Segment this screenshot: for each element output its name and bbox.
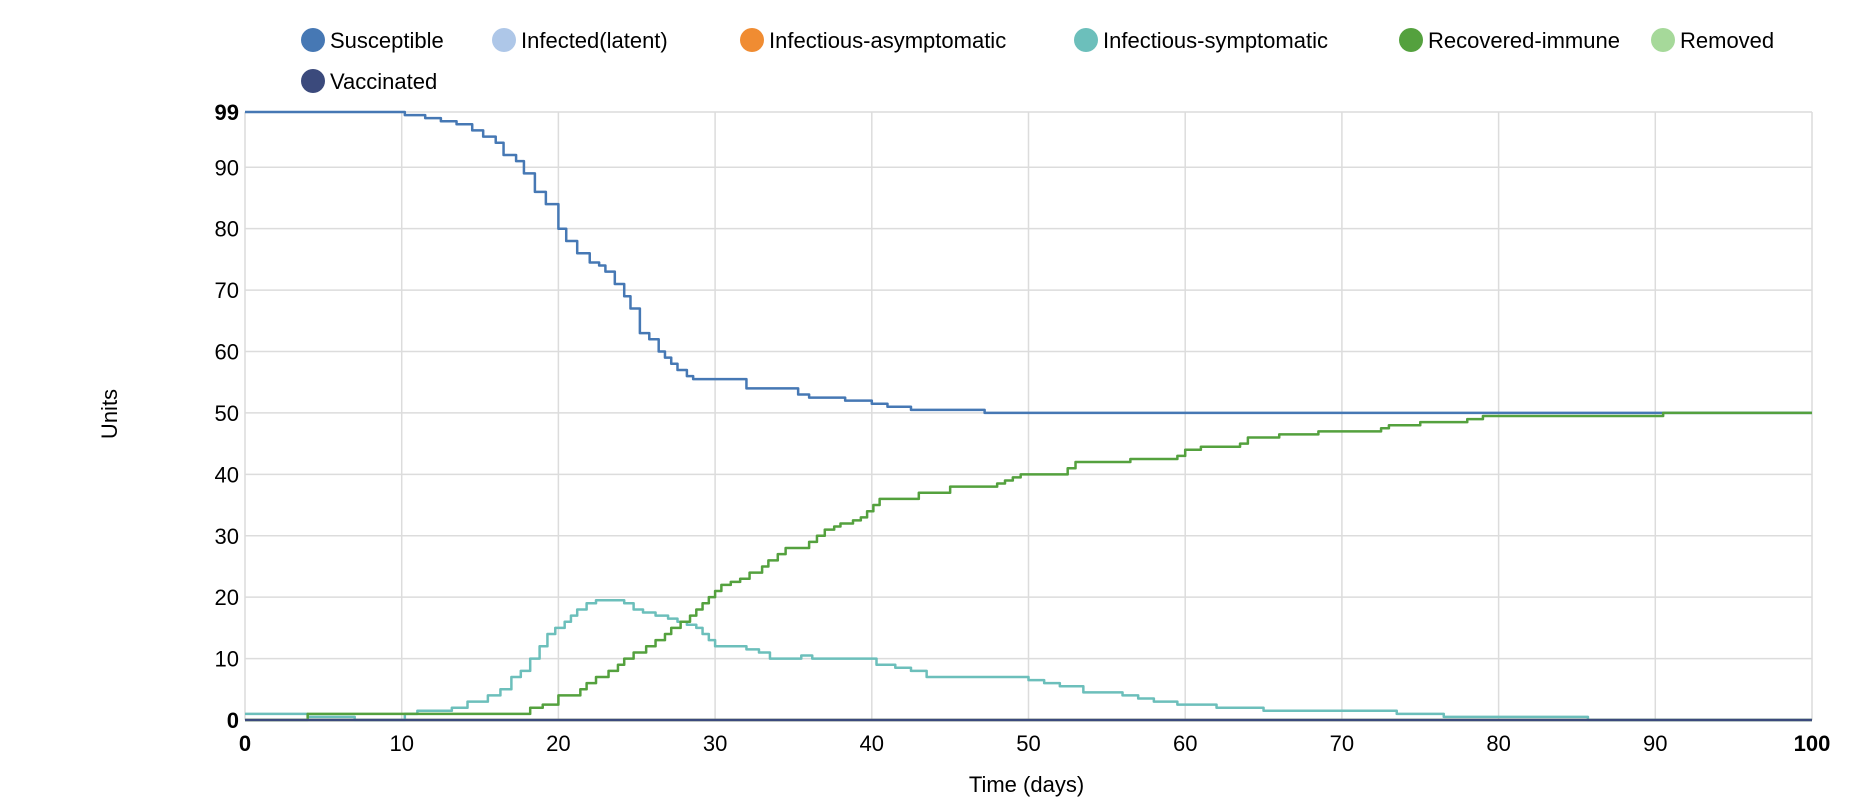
x-tick-label: 60 — [1173, 731, 1197, 756]
y-tick-label: 99 — [215, 100, 239, 125]
x-tick-label: 0 — [239, 731, 251, 756]
legend-label: Removed — [1680, 28, 1774, 53]
y-tick-label: 40 — [215, 462, 239, 487]
legend-item-recovered-immune[interactable]: Recovered-immune — [1399, 28, 1620, 53]
x-tick-label: 30 — [703, 731, 727, 756]
legend-swatch-icon — [301, 28, 325, 52]
x-tick-label: 10 — [389, 731, 413, 756]
series-line-infectious-symptomatic — [245, 598, 1812, 722]
legend-swatch-icon — [740, 28, 764, 52]
y-axis-title: Units — [97, 389, 122, 439]
legend: Susceptible Infected(latent) Infectious-as… — [301, 28, 1774, 94]
x-axis-title: Time (days) — [969, 772, 1084, 797]
x-tick-label: 70 — [1330, 731, 1354, 756]
axes: 0 10 20 30 40 50 60 70 80 90 100 0 10 20 30 40 50 60 70 80 9… — [97, 100, 1830, 797]
x-tick-label: 20 — [546, 731, 570, 756]
legend-item-vaccinated[interactable]: Vaccinated — [301, 69, 437, 94]
legend-label: Susceptible — [330, 28, 444, 53]
legend-item-infectious-symptomatic[interactable]: Infectious-symptomatic — [1074, 28, 1328, 53]
legend-label: Infectious-asymptomatic — [769, 28, 1006, 53]
series-line-recovered-immune — [245, 411, 1812, 722]
x-tick-label: 80 — [1486, 731, 1510, 756]
legend-swatch-icon — [1651, 28, 1675, 52]
legend-swatch-icon — [1074, 28, 1098, 52]
legend-item-infectious-asymptomatic[interactable]: Infectious-asymptomatic — [740, 28, 1006, 53]
legend-label: Recovered-immune — [1428, 28, 1620, 53]
y-tick-label: 70 — [215, 278, 239, 303]
series-line-susceptible — [245, 110, 1812, 415]
legend-item-removed[interactable]: Removed — [1651, 28, 1774, 53]
y-tick-label: 80 — [215, 217, 239, 242]
legend-item-susceptible[interactable]: Susceptible — [301, 28, 444, 53]
y-tick-label: 20 — [215, 585, 239, 610]
y-tick-label: 0 — [227, 708, 239, 733]
legend-label: Infected(latent) — [521, 28, 668, 53]
x-tick-label: 50 — [1016, 731, 1040, 756]
x-tick-label: 90 — [1643, 731, 1667, 756]
x-tick-label: 100 — [1794, 731, 1831, 756]
x-tick-label: 40 — [860, 731, 884, 756]
y-tick-label: 30 — [215, 524, 239, 549]
legend-item-infected-latent[interactable]: Infected(latent) — [492, 28, 668, 53]
legend-label: Infectious-symptomatic — [1103, 28, 1328, 53]
legend-swatch-icon — [492, 28, 516, 52]
y-tick-label: 60 — [215, 340, 239, 365]
legend-swatch-icon — [1399, 28, 1423, 52]
y-tick-label: 90 — [215, 155, 239, 180]
legend-label: Vaccinated — [330, 69, 437, 94]
legend-swatch-icon — [301, 69, 325, 93]
y-tick-label: 50 — [215, 401, 239, 426]
y-tick-label: 10 — [215, 647, 239, 672]
